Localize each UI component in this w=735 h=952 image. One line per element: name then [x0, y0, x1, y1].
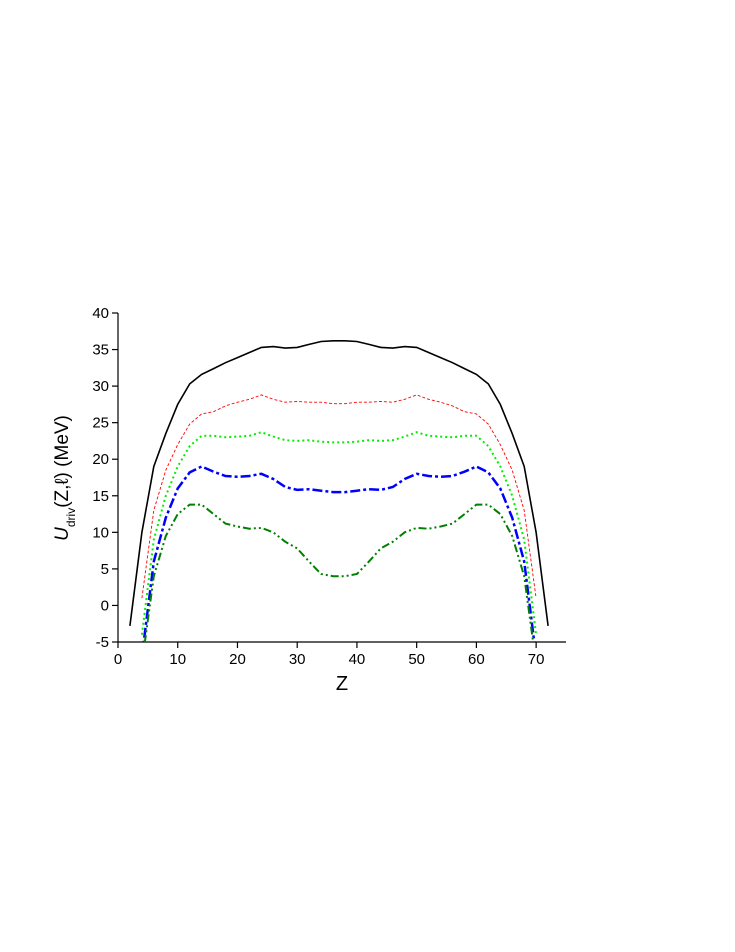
y-tick-label: 5 [101, 561, 109, 578]
x-tick-label: 70 [528, 651, 545, 668]
y-title-sub: driv [64, 508, 78, 527]
y-tick-label: -5 [96, 634, 109, 651]
y-tick-label: 15 [92, 488, 109, 505]
series-line [140, 431, 538, 635]
x-tick-label: 50 [408, 651, 425, 668]
x-tick-label: 30 [289, 651, 306, 668]
series-line [143, 503, 535, 642]
x-axis-title: Z [336, 673, 348, 695]
y-tick-label: 25 [92, 415, 109, 432]
y-tick-label: 20 [92, 451, 109, 468]
series-line [142, 465, 536, 642]
x-tick-label: 0 [114, 651, 122, 668]
y-title-main: U [52, 527, 73, 541]
x-tick-label: 40 [349, 651, 366, 668]
series-line [129, 340, 549, 627]
x-tick-label: 20 [229, 651, 246, 668]
plot-lines [129, 340, 549, 642]
series-line [141, 394, 537, 599]
y-tick-label: 35 [92, 342, 109, 359]
y-tick-label: 40 [92, 305, 109, 322]
y-tick-label: 30 [92, 378, 109, 395]
y-title-rest: (Z,ℓ) (MeV) [52, 415, 73, 508]
x-tick-label: 60 [468, 651, 485, 668]
y-tick-label: 10 [92, 524, 109, 541]
y-tick-label: 0 [101, 597, 109, 614]
y-axis-title: Udriv(Z,ℓ) (MeV) [52, 415, 78, 541]
x-tick-label: 10 [169, 651, 186, 668]
